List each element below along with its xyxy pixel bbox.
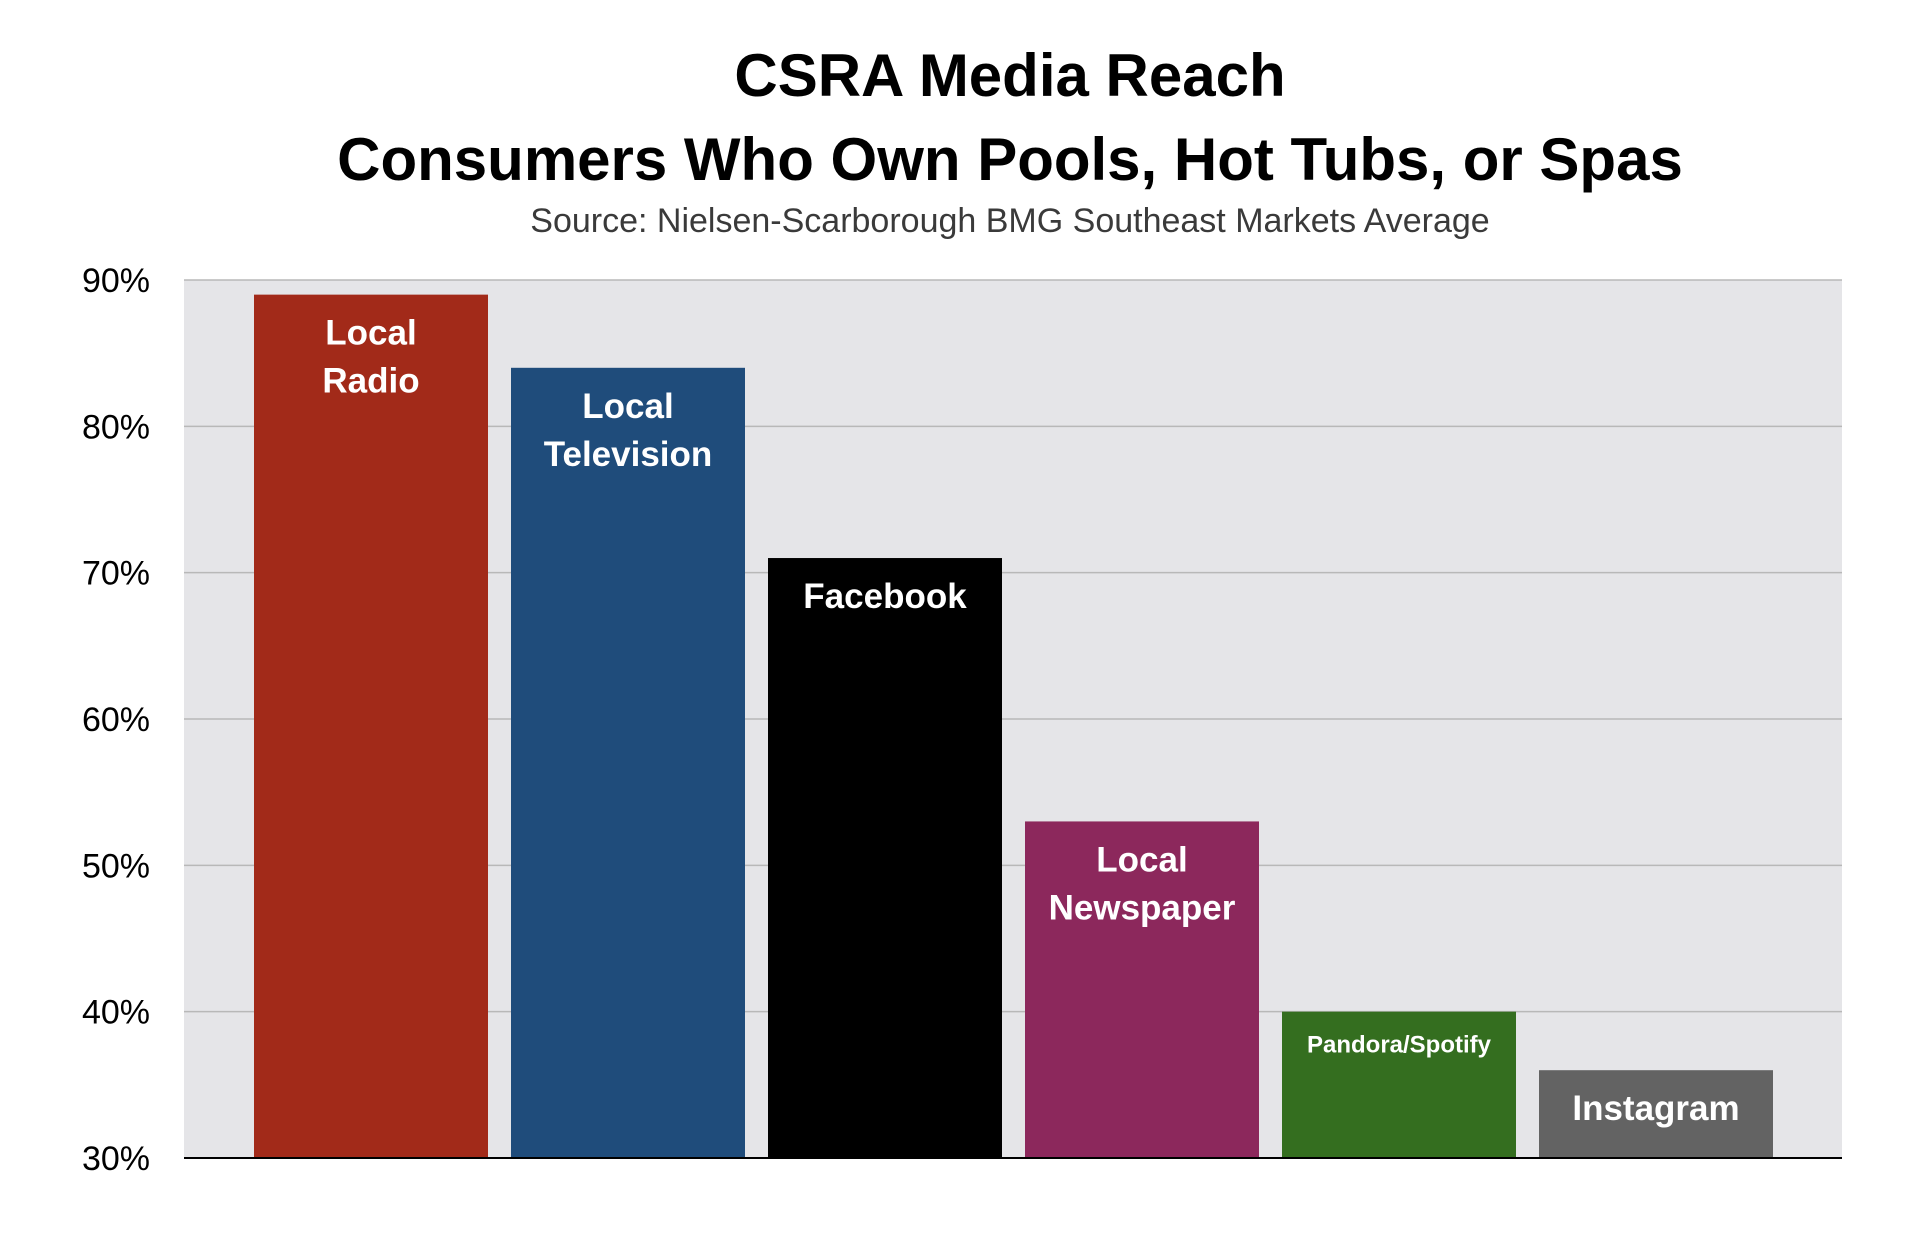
y-tick-label: 80% (82, 408, 150, 446)
bar-label: Radio (322, 362, 419, 401)
bar-instagram (1539, 1070, 1773, 1158)
bar-label: Pandora/Spotify (1307, 1032, 1492, 1059)
bar-pandora-spotify (1282, 1011, 1516, 1158)
y-tick-label: 30% (82, 1140, 150, 1178)
bar-label: Facebook (803, 577, 967, 616)
bar-label: Local (1096, 840, 1187, 879)
bar-facebook (768, 558, 1002, 1158)
y-tick-label: 70% (82, 555, 150, 593)
bar-label: Television (544, 435, 713, 474)
bar-local-television (511, 367, 745, 1158)
y-tick-label: 60% (82, 701, 150, 739)
bar-labels: Local Radio Local Television Facebook Local Ne… (322, 314, 1739, 1129)
bar-label: Newspaper (1049, 888, 1236, 927)
y-axis-ticks: 90% 80% 70% 60% 50% 40% 30% (82, 262, 150, 1178)
y-tick-label: 50% (82, 847, 150, 885)
chart-subtitle: Consumers Who Own Pools, Hot Tubs, or Sp… (337, 126, 1683, 193)
bar-label: Instagram (1572, 1089, 1739, 1128)
chart-source: Source: Nielsen-Scarborough BMG Southeas… (530, 202, 1489, 240)
y-tick-label: 40% (82, 994, 150, 1032)
bars (254, 294, 1773, 1159)
bar-local-newspaper (1025, 821, 1259, 1158)
chart-title: CSRA Media Reach (734, 42, 1285, 109)
y-tick-label: 90% (82, 262, 150, 300)
bar-label: Local (325, 314, 416, 353)
bar-local-radio (254, 294, 488, 1159)
bar-label: Local (582, 387, 673, 426)
